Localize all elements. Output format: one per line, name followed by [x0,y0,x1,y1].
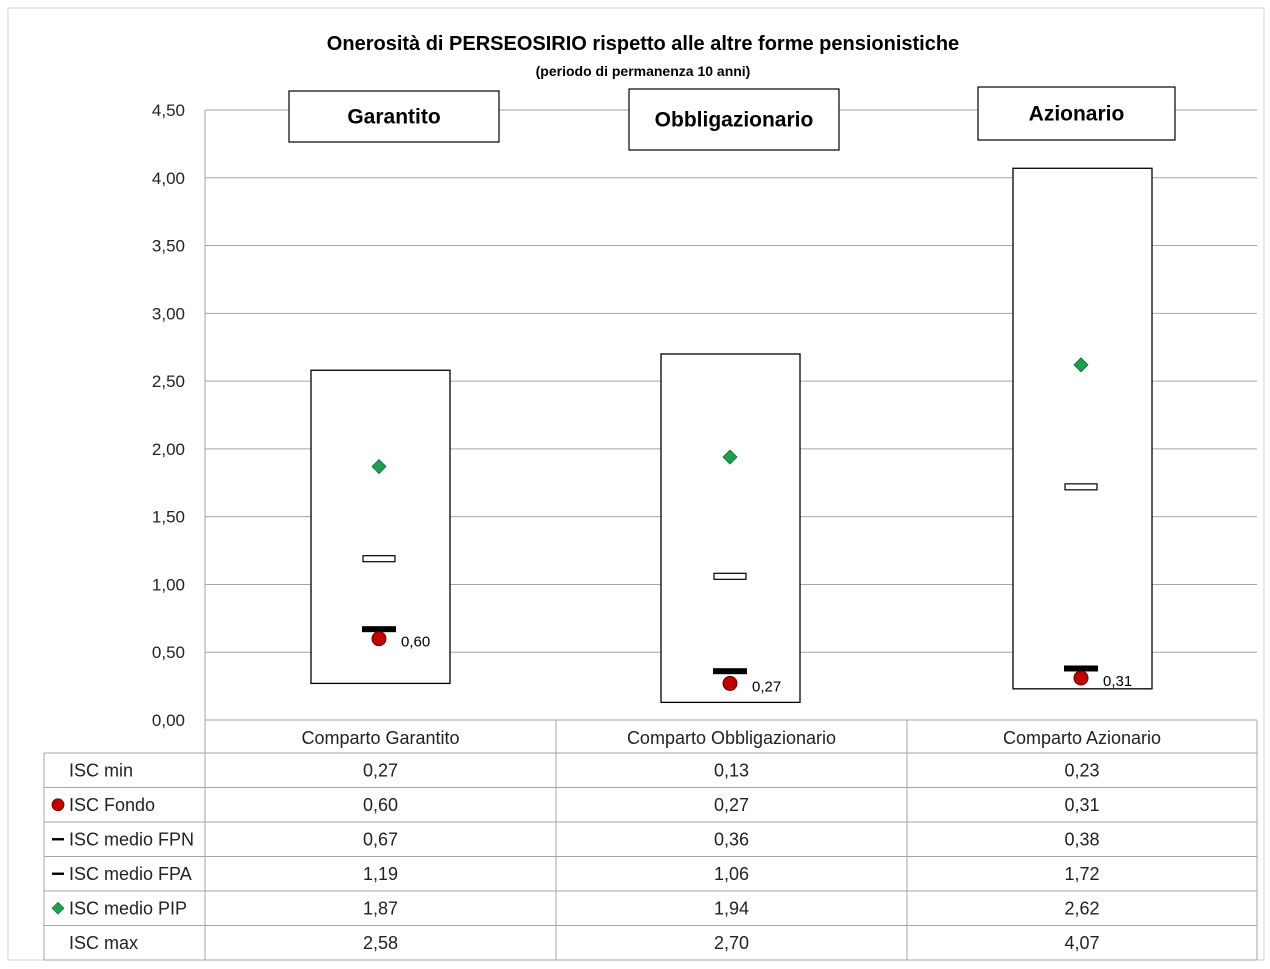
table-row-label: ISC Fondo [69,795,155,815]
panel-label-box [977,86,1176,141]
table-row-label: ISC medio FPA [69,864,192,884]
range-box [660,353,801,704]
panel-label-box [288,90,500,143]
fondo-marker [1073,670,1089,686]
y-tick-label: 1,00 [152,575,185,594]
y-tick-label: 0,50 [152,643,185,662]
fondo-data-label: 0,60 [401,634,430,651]
table-row-label: ISC max [69,933,138,953]
table-cell: 0,60 [363,795,398,815]
legend-key-dash [52,838,64,841]
fondo-data-label: 0,31 [1103,673,1132,690]
panel-label: Obbligazionario [655,109,814,132]
pip-marker [371,458,387,475]
panel-label-box [628,88,840,151]
fondo-data-label: 0,27 [752,678,781,695]
table-cell: 2,62 [1064,898,1099,918]
table-row-label: ISC medio PIP [69,898,187,918]
fpn-marker [713,668,747,675]
y-tick-label: 2,00 [152,440,185,459]
pip-marker [722,449,738,465]
y-tick-label: 0,00 [152,711,185,730]
table-cell: 1,19 [363,864,398,884]
y-tick-label: 3,50 [152,237,185,256]
chart-title: Onerosità di PERSEOSIRIO rispetto alle a… [327,33,959,55]
y-tick-label: 3,00 [152,304,185,323]
y-tick-label: 2,50 [152,372,185,391]
y-tick-label: 4,50 [152,101,185,120]
y-tick-label: 4,00 [152,169,185,188]
table-cell: 0,27 [363,760,398,780]
fondo-marker [371,631,387,647]
fpa-marker [1064,483,1098,491]
pip-marker [1073,357,1089,373]
y-axis: 0,00 0,50 1,00 1,50 2,00 2,50 3,00 3,50 4,00 4,50 [152,101,206,730]
table-cell: 0,23 [1064,760,1099,780]
table-cell: 0,31 [1064,795,1099,815]
panel-label: Azionario [1029,103,1125,126]
fpn-marker [362,626,396,633]
fondo-marker [722,675,738,691]
table-cell: 1,06 [714,864,749,884]
table-cell: 2,70 [714,933,749,953]
fpa-marker [362,555,396,563]
table-cell: 0,27 [714,795,749,815]
table-cell: 1,94 [714,898,749,918]
panel-labels: Garantito Obbligazionario Azionario [288,86,1176,151]
table-cell: 0,67 [363,829,398,849]
table-header-cell: Comparto Garantito [301,728,459,748]
table-cell: 4,07 [1064,933,1099,953]
fpa-marker [713,572,747,580]
y-tick-label: 1,50 [152,508,185,527]
legend-key-dash [52,872,64,875]
range-box [1012,167,1153,690]
legend-key-pip [51,901,65,915]
markers: 0,60 0,27 0,31 [362,357,1132,695]
table-cell: 0,36 [714,829,749,849]
data-table: Comparto Garantito Comparto Obbligazionar… [43,720,1258,961]
table-row-label: ISC min [69,760,133,780]
table-cell: 2,58 [363,933,398,953]
fpn-marker [1064,665,1098,672]
table-header-cell: Comparto Azionario [1003,728,1161,748]
table-header-cell: Comparto Obbligazionario [627,728,836,748]
chart-subtitle: (periodo di permanenza 10 anni) [536,63,751,79]
legend-key-fondo [51,798,65,812]
panel-label: Garantito [347,106,440,129]
table-cell: 1,87 [363,898,398,918]
table-cell: 1,72 [1064,864,1099,884]
table-cell: 0,38 [1064,829,1099,849]
table-cell: 0,13 [714,760,749,780]
table-row-label: ISC medio FPN [69,829,194,849]
